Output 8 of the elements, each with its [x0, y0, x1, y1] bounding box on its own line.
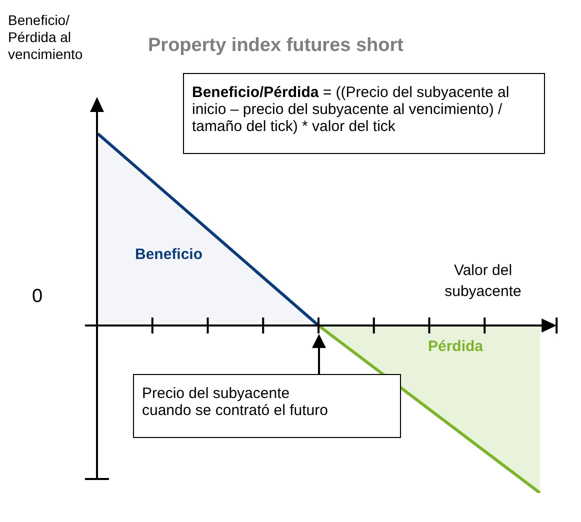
formula-box: Beneficio/Pérdida = ((Precio del subyacente al inicio – precio del subyacente al vencimiento) / tamaño del tick) * valor del tick	[183, 73, 545, 154]
series-label: Beneficio	[135, 246, 203, 263]
series-label: Pérdida	[428, 338, 484, 354]
text: Beneficio/ Pérdida al vencimiento	[8, 12, 83, 63]
chart-title: Property index futures short	[148, 35, 404, 57]
callout-box: Precio del subyacente cuando se contrató el futuro	[133, 374, 401, 438]
text: 0	[32, 286, 43, 308]
x-axis-title: Valor del subyacente	[444, 260, 522, 302]
